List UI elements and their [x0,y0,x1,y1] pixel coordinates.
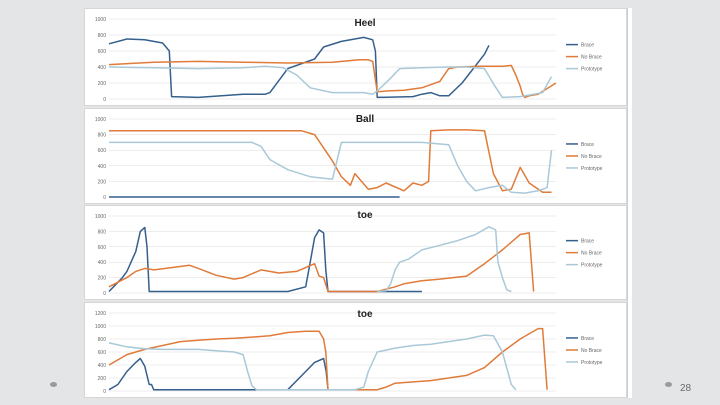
chart-title: Heel [354,18,376,29]
chart-panel-toe-2: 0 200 400 600 800 1000 1200 Brace No Brace Protot… [84,302,627,398]
y-tick-label: 800 [98,337,107,343]
series-line-no-brace [108,232,535,293]
y-tick-label: 600 [98,245,107,251]
series-line-prototype [108,334,517,391]
legend-label: No Brace [581,55,602,61]
y-tick-label: 0 [103,195,106,201]
y-tick-label: 800 [98,229,107,235]
y-tick-label: 400 [98,363,107,369]
y-tick-label: 600 [98,350,107,356]
y-tick-label: 0 [103,291,106,297]
y-tick-label: 200 [98,276,107,282]
y-tick-label: 1000 [95,214,106,220]
series-line-prototype [109,141,553,194]
chart-panel-heel: 0 200 400 600 800 1000 Brace No Brace Prototype … [84,8,627,106]
page-number: 28 [680,383,692,394]
chart-svg: 0 200 400 600 800 1000 Brace No Brace Prototype [95,117,603,201]
y-tick-label: 200 [98,376,107,382]
slide-bullet-dot-right [665,382,672,387]
chart-title: Ball [355,114,375,125]
series-line-no-brace [109,129,552,194]
legend-label: Brace [581,239,594,245]
y-tick-label: 400 [98,65,107,71]
y-tick-label: 800 [98,33,107,39]
chart-svg: 0 200 400 600 800 1000 1200 Brace No Brace Protot… [95,311,603,395]
series-line-prototype [108,65,553,99]
legend-label: Brace [581,336,594,342]
series-line-brace [108,357,378,391]
legend-label: Prototype [581,360,603,366]
legend-label: Brace [581,142,594,148]
legend-label: Prototype [581,263,603,269]
legend-label: Prototype [581,67,603,73]
y-tick-label: 800 [98,133,107,139]
legend-label: No Brace [581,348,602,354]
y-tick-label: 200 [98,81,107,87]
series-line-no-brace [108,59,557,99]
y-tick-label: 200 [98,179,107,185]
y-tick-label: 400 [98,164,107,170]
y-tick-label: 1000 [95,117,106,123]
y-tick-label: 600 [98,148,107,154]
chart-panel-toe-1: 0 200 400 600 800 1000 Brace No Brace Prototype … [84,205,627,300]
y-tick-label: 0 [103,97,106,103]
chart-svg: 0 200 400 600 800 1000 Brace No Brace Prototype [95,17,603,103]
y-tick-label: 400 [98,260,107,266]
legend-label: No Brace [581,154,602,160]
y-tick-label: 1200 [95,311,106,317]
chart-title: toe [357,210,373,221]
legend-label: No Brace [581,251,602,257]
y-tick-label: 1000 [95,17,106,23]
series-line-no-brace [108,327,548,391]
series-line-brace [108,36,490,99]
series-line-brace [108,226,422,293]
legend-label: Prototype [581,166,603,172]
chart-svg: 0 200 400 600 800 1000 Brace No Brace Prototype [95,214,603,297]
y-tick-label: 0 [103,389,106,395]
slide-frame-edge [627,8,632,398]
slide-bullet-dot-left [50,382,57,387]
legend-label: Brace [581,43,594,49]
y-tick-label: 600 [98,49,107,55]
chart-panel-ball: 0 200 400 600 800 1000 Brace No Brace Prototype … [84,108,627,204]
y-tick-label: 1000 [95,324,106,330]
chart-title: toe [357,309,373,320]
series-line-prototype [377,226,512,293]
